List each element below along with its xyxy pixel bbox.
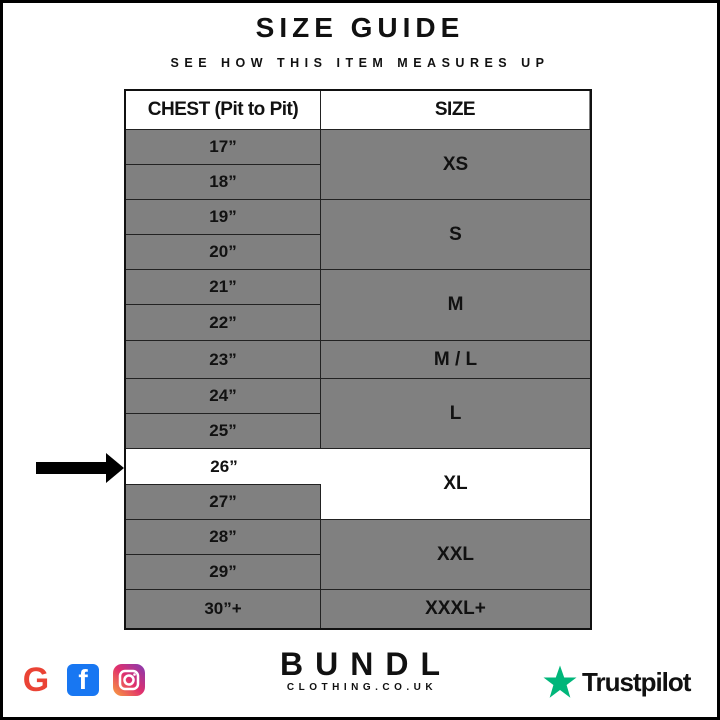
size-cell: XS — [321, 129, 590, 199]
chest-cell: 29” — [126, 554, 321, 589]
chest-cell-highlighted: 26” — [126, 448, 322, 484]
trustpilot-label: Trustpilot — [582, 666, 691, 697]
facebook-icon: f — [67, 664, 99, 696]
chest-cell: 30”+ — [126, 589, 321, 628]
page-subtitle: SEE HOW THIS ITEM MEASURES UP — [170, 56, 550, 70]
size-cell: XXL — [321, 519, 590, 589]
header-size: SIZE — [320, 91, 589, 129]
size-cell: L — [321, 378, 590, 448]
chest-cell: 22” — [126, 304, 321, 340]
chest-cell: 17” — [126, 129, 321, 164]
star-icon — [543, 665, 577, 698]
brand-domain: CLOTHING.CO.UK — [286, 682, 438, 693]
size-cell: M — [321, 269, 590, 340]
size-table: CHEST (Pit to Pit) SIZE 17” 18” 19” 20” … — [124, 89, 592, 630]
google-icon: G — [22, 660, 50, 699]
size-cell: S — [321, 199, 590, 269]
size-cell: XXXL+ — [321, 589, 590, 628]
chest-cell: 27” — [126, 484, 321, 519]
chest-cell: 20” — [126, 234, 321, 269]
instagram-icon — [113, 664, 145, 696]
brand-logo: BUNDL — [280, 646, 452, 682]
header-chest: CHEST (Pit to Pit) — [126, 91, 321, 129]
chest-cell: 19” — [126, 199, 321, 234]
chest-cell: 23” — [126, 340, 321, 378]
chest-cell: 28” — [126, 519, 321, 554]
size-cell-highlighted: XL — [321, 448, 590, 519]
arrow-right-icon — [36, 453, 124, 483]
chest-cell: 24” — [126, 378, 321, 413]
chest-cell: 25” — [126, 413, 321, 448]
page-title: SIZE GUIDE — [255, 12, 465, 43]
chest-cell: 18” — [126, 164, 321, 199]
size-cell: M / L — [321, 340, 590, 378]
chest-cell: 21” — [126, 269, 321, 304]
trustpilot-logo: Trustpilot — [542, 664, 691, 700]
